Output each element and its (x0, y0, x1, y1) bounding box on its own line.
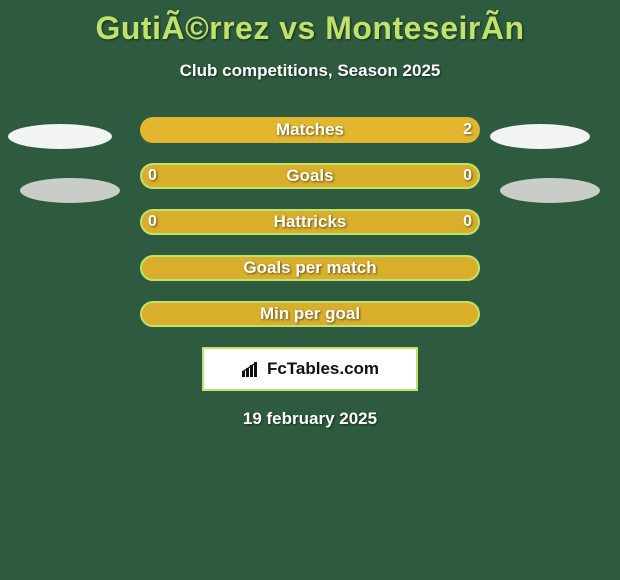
stat-value-right: 0 (463, 209, 472, 235)
stat-label: Matches (140, 117, 480, 143)
player-ellipse-left-bottom (20, 178, 120, 203)
stat-value-left: 0 (148, 163, 157, 189)
page-title: GutiÃ©rrez vs MonteseirÃ­n (0, 0, 620, 47)
stat-label: Min per goal (140, 301, 480, 327)
stat-row-hattricks: Hattricks 0 0 (0, 209, 620, 235)
comparison-infographic: GutiÃ©rrez vs MonteseirÃ­n Club competit… (0, 0, 620, 580)
stat-value-right: 0 (463, 163, 472, 189)
stat-row-goals-per-match: Goals per match (0, 255, 620, 281)
stat-label: Hattricks (140, 209, 480, 235)
player-ellipse-left-top (8, 124, 112, 149)
date-label: 19 february 2025 (0, 409, 620, 429)
stat-row-min-per-goal: Min per goal (0, 301, 620, 327)
stat-label: Goals (140, 163, 480, 189)
stat-value-right: 2 (463, 117, 472, 143)
player-ellipse-right-top (490, 124, 590, 149)
subtitle: Club competitions, Season 2025 (0, 61, 620, 81)
bar-chart-icon (241, 361, 261, 377)
player-ellipse-right-bottom (500, 178, 600, 203)
stat-value-left: 0 (148, 209, 157, 235)
fctables-logo: FcTables.com (202, 347, 418, 391)
stat-label: Goals per match (140, 255, 480, 281)
logo-text: FcTables.com (267, 359, 379, 379)
